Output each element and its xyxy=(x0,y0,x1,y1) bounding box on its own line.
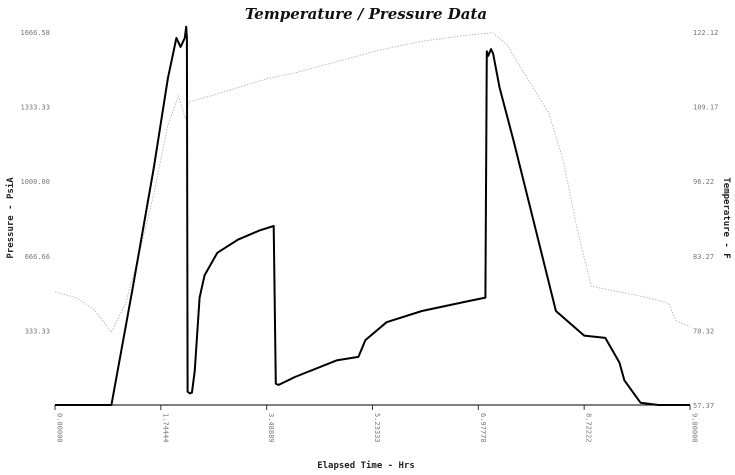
y-left-tick-labels: 333.33 666.66 1000.00 1333.33 1666.58 xyxy=(20,29,50,335)
x-tick-label: 5.23333 xyxy=(373,413,381,443)
x-axis-label: Elapsed Time - Hrs xyxy=(317,460,415,471)
y-right-tick-labels: 57.37 70.32 83.27 96.22 109.17 122.12 xyxy=(693,29,718,410)
x-tick-label: 8.72222 xyxy=(585,413,593,443)
y-right-tick-label: 83.27 xyxy=(693,253,714,261)
y-right-tick-label: 96.22 xyxy=(693,178,714,186)
series-line-temperature xyxy=(54,32,691,334)
x-tick-labels: 0.00000 1.74444 3.48889 5.23333 6.97778 8.722… xyxy=(54,405,699,443)
y-right-tick-label: 57.37 xyxy=(693,402,714,410)
x-tick-label: 0.00000 xyxy=(56,413,64,443)
y-left-tick-label: 666.66 xyxy=(25,253,50,261)
y-left-tick-label: 1000.00 xyxy=(20,178,50,186)
chart-title: Temperature / Pressure Data xyxy=(245,5,487,23)
x-tick-label: 3.48889 xyxy=(267,413,275,443)
y-left-tick-label: 1666.58 xyxy=(20,29,50,37)
series-line-pressure xyxy=(55,25,690,406)
y-left-tick-label: 333.33 xyxy=(25,327,50,335)
y-right-tick-label: 109.17 xyxy=(693,104,718,112)
x-tick-label: 6.97778 xyxy=(479,413,487,443)
y-right-tick-label: 122.12 xyxy=(693,29,718,37)
x-tick-label: 1.74444 xyxy=(161,413,169,443)
x-tick-label: 9.00000 xyxy=(691,413,699,443)
y-right-axis-label: Temperature - F xyxy=(721,177,731,258)
y-right-tick-label: 70.32 xyxy=(693,327,714,335)
y-left-tick-label: 1333.33 xyxy=(20,104,50,112)
y-left-axis-label: Pressure - PsiA xyxy=(5,177,16,259)
